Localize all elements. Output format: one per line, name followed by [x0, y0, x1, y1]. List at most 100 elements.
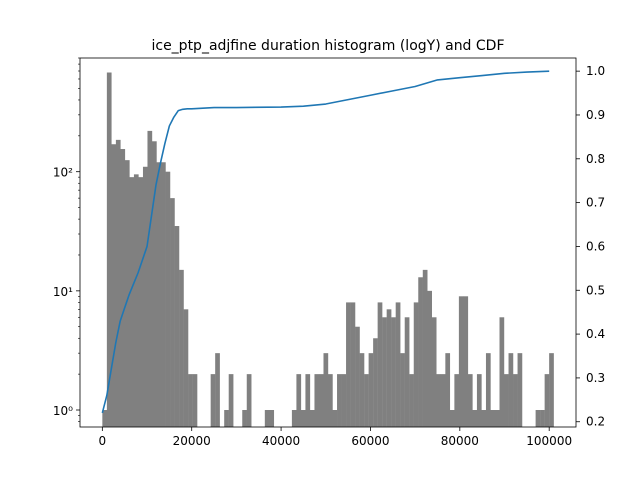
- histogram-bar: [341, 374, 347, 427]
- histogram-bar: [364, 374, 369, 427]
- x-tick-label: 20000: [173, 434, 211, 448]
- histogram-bar: [224, 410, 229, 427]
- histogram-bar: [305, 374, 311, 427]
- histogram-bar: [350, 302, 356, 427]
- y2-tick-label: 0.7: [586, 196, 605, 210]
- histogram-bar: [115, 139, 121, 427]
- histogram-bar: [386, 309, 392, 427]
- histogram-bar: [517, 353, 523, 427]
- y2-tick-label: 1.0: [586, 64, 605, 78]
- histogram-bar: [549, 353, 554, 427]
- histogram-bar: [323, 353, 329, 427]
- histogram-bar: [499, 317, 505, 427]
- histogram-bar: [300, 410, 306, 427]
- y-tick-label: 10⁰: [53, 404, 73, 418]
- histogram-bar: [210, 374, 216, 427]
- x-tick-label: 100000: [526, 434, 572, 448]
- histogram-bar: [377, 302, 383, 427]
- x-tick-label: 80000: [441, 434, 479, 448]
- histogram-bar: [355, 326, 360, 427]
- histogram-bar: [165, 171, 171, 427]
- histogram-bar: [124, 160, 130, 427]
- x-tick-label: 40000: [262, 434, 300, 448]
- y2-tick-label: 0.4: [586, 327, 605, 341]
- histogram-bar: [138, 177, 144, 427]
- plot-frame: [79, 57, 577, 428]
- histogram-bar: [368, 353, 374, 427]
- histogram-bar: [409, 374, 414, 427]
- histogram-bar: [440, 374, 446, 427]
- y2-tick-label: 0.9: [586, 108, 605, 122]
- histogram-bar: [142, 166, 148, 427]
- histogram-bar: [328, 374, 333, 427]
- histogram-bar: [309, 410, 315, 427]
- axes: 0 20000 40000 60000 80000 100000 10⁰ 10¹ 10² 0.2 0…: [53, 57, 605, 448]
- histogram-bar: [346, 302, 351, 427]
- histogram-bar: [228, 374, 234, 427]
- histogram-bar: [111, 144, 117, 428]
- histogram-bar: [467, 374, 473, 427]
- histogram-bar: [296, 374, 302, 427]
- histogram-bar: [106, 72, 112, 427]
- histogram-bar: [359, 353, 365, 427]
- histogram-bar: [318, 374, 324, 427]
- histogram-bar: [192, 374, 198, 427]
- histogram-bar: [404, 317, 410, 427]
- histogram-bar: [472, 410, 478, 427]
- histogram-bar: [161, 162, 166, 427]
- histogram-bar: [476, 374, 482, 427]
- histogram-bar: [513, 374, 518, 427]
- histogram-bar: [540, 410, 545, 427]
- cdf-line-group: [101, 70, 550, 414]
- y-tick-label: 10²: [53, 166, 73, 180]
- histogram-bar: [395, 302, 401, 427]
- histogram-bar: [215, 353, 220, 427]
- histogram-bar: [436, 374, 442, 427]
- y2-tick-label: 0.8: [586, 152, 605, 166]
- histogram-bar: [458, 296, 464, 427]
- histogram-bar: [373, 338, 378, 427]
- histogram-bar: [382, 317, 387, 427]
- histogram-bar: [544, 374, 550, 427]
- y2-tick-label: 0.2: [586, 415, 605, 429]
- histogram-bar: [490, 410, 496, 427]
- histogram-bar: [485, 353, 491, 427]
- histogram-bar: [431, 317, 437, 427]
- histogram-bar: [170, 198, 175, 427]
- x-tick-label: 0: [99, 434, 107, 448]
- histogram-bar: [413, 302, 419, 427]
- x-tick-label: 60000: [351, 434, 389, 448]
- histogram-bar: [314, 374, 320, 427]
- histogram-bar: [179, 269, 184, 427]
- histogram-bar: [391, 317, 396, 427]
- histogram-bar: [422, 269, 428, 427]
- histogram-bar: [445, 353, 451, 427]
- histogram-bars: [102, 72, 554, 428]
- y2-tick-label: 0.6: [586, 239, 605, 253]
- histogram-bar: [129, 177, 135, 427]
- histogram-bar: [291, 410, 297, 427]
- histogram-bar: [332, 410, 338, 427]
- histogram-bar: [183, 309, 189, 427]
- histogram-bar: [242, 410, 247, 427]
- histogram-bar: [504, 374, 509, 427]
- histogram-bar: [454, 374, 460, 427]
- histogram-bar: [535, 410, 541, 427]
- y2-tick-label: 0.5: [586, 283, 605, 297]
- chart-title: ice_ptp_adjfine duration histogram (logY…: [151, 38, 504, 54]
- histogram-bar: [102, 410, 108, 427]
- histogram-bar: [449, 410, 455, 427]
- histogram-bar: [188, 374, 193, 427]
- histogram-bar: [337, 374, 342, 427]
- histogram-bar: [508, 353, 514, 427]
- histogram-bar: [133, 174, 139, 427]
- histogram-bar: [481, 410, 487, 427]
- histogram-bar: [147, 130, 153, 427]
- histogram-bar: [400, 353, 405, 427]
- y-tick-label: 10¹: [53, 285, 73, 299]
- histogram-bar: [120, 149, 126, 427]
- cdf-line: [101, 70, 550, 414]
- histogram-bar: [156, 162, 162, 427]
